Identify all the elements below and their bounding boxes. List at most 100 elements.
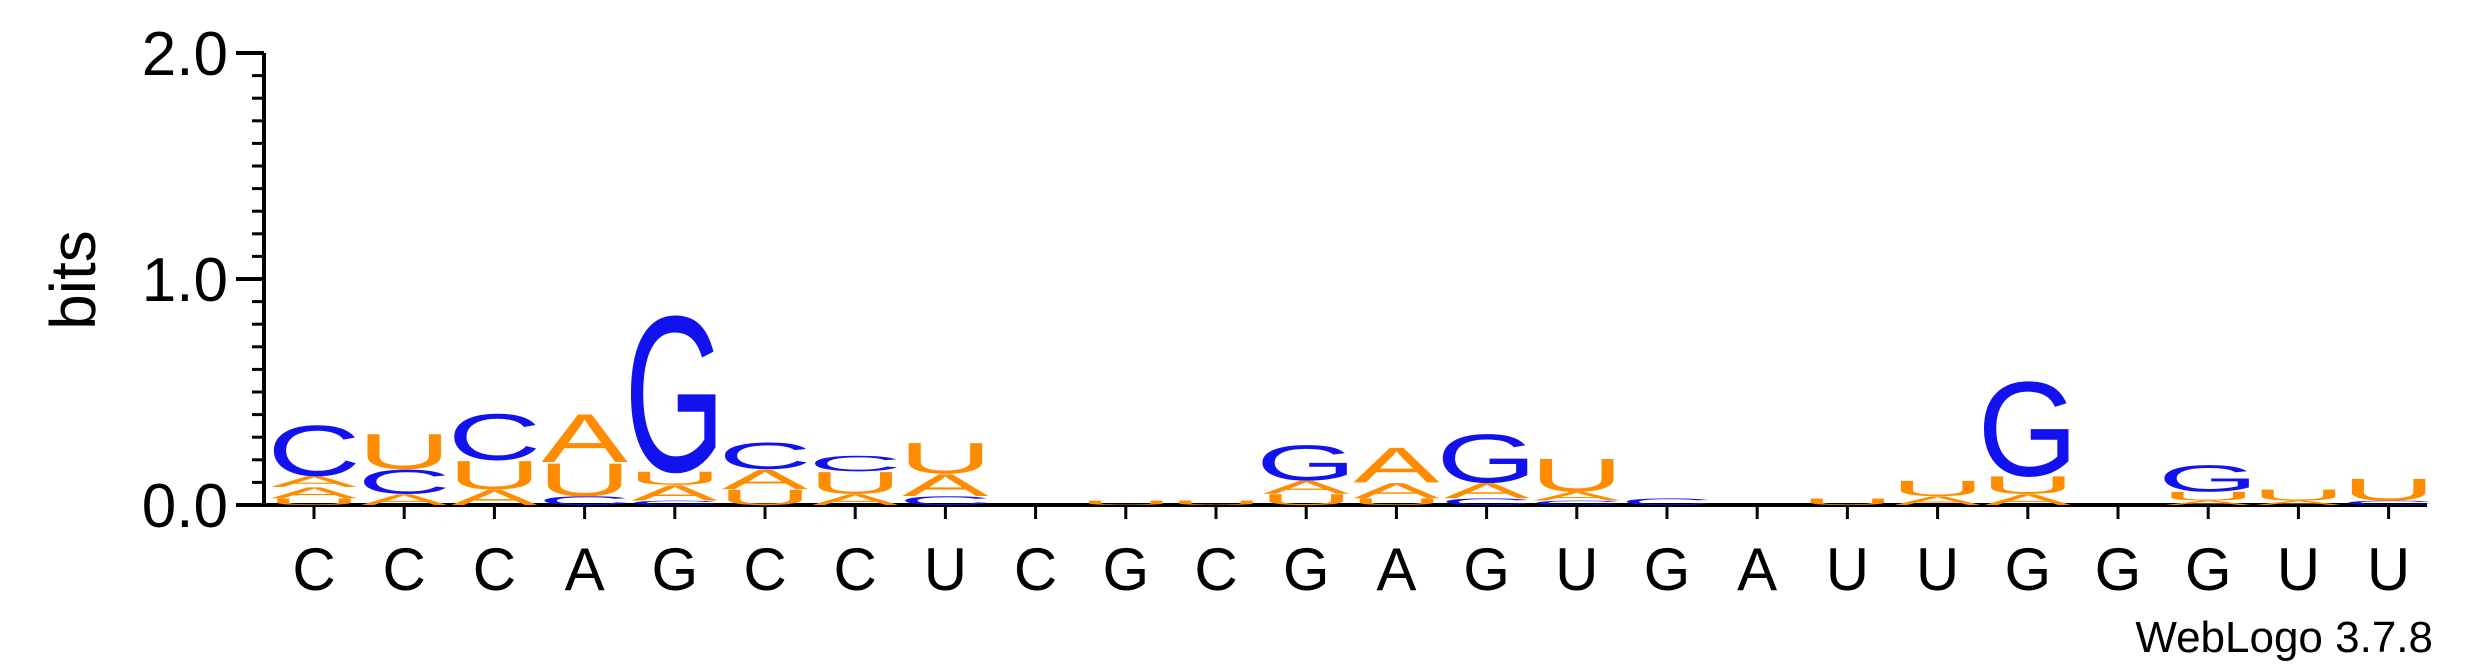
y-axis-label: bits — [37, 230, 109, 330]
logo-letter: A — [1443, 478, 1529, 503]
logo-letter: C — [538, 494, 631, 508]
logo-column: CAU — [899, 434, 992, 507]
logo-letter: A — [1263, 477, 1350, 498]
logo-letter: U — [1169, 499, 1262, 506]
logo-column: ACU — [357, 423, 450, 508]
logo-letter: A — [902, 468, 989, 503]
logo-column: C — [1620, 497, 1713, 507]
logo-letter: G — [1977, 354, 2078, 505]
logo-letter: A — [722, 464, 809, 496]
logo-letter: U — [1259, 491, 1352, 509]
x-tick-label: G — [1463, 536, 1510, 603]
logo-letter: U — [628, 468, 721, 489]
logo-letter: C — [357, 463, 450, 502]
x-tick-label: U — [2277, 536, 2320, 603]
logo-column: U — [1801, 497, 1894, 507]
x-tick-label: U — [924, 536, 967, 603]
x-tick-label: C — [383, 536, 426, 603]
logo-column: AUG — [1977, 354, 2078, 508]
logo-column: AUC — [448, 400, 541, 510]
x-tick-label: G — [2004, 536, 2051, 603]
x-tick-label: A — [1737, 536, 1777, 603]
logo-stacks: UAACACUAUCCUACAUGUACAUCCAUUUUAGUAACAGCAU… — [267, 269, 2435, 518]
logo-letter: A — [1353, 437, 1440, 493]
x-tick-label: A — [1376, 536, 1416, 603]
logo-letter: C — [267, 411, 360, 492]
logo-letter: A — [632, 481, 718, 506]
x-tick-label: G — [1283, 536, 1330, 603]
logo-column: U — [1169, 499, 1262, 506]
logo-letter: A — [361, 491, 448, 509]
logo-column: CAU — [1530, 449, 1623, 506]
x-tick-label: G — [1102, 536, 1149, 603]
logo-letter: A — [271, 484, 358, 502]
logo-column: UAA — [1350, 437, 1443, 507]
logo-letter: U — [1079, 499, 1172, 506]
logo-letter: A — [2165, 499, 2251, 506]
x-tick-label: C — [292, 536, 335, 603]
logo-letter: A — [1894, 494, 1981, 508]
logo-letter: U — [899, 434, 992, 483]
logo-letter: C — [448, 400, 541, 474]
logo-letter: C — [1440, 497, 1533, 507]
x-tick-label: U — [1826, 536, 1869, 603]
x-tick-label: G — [651, 536, 698, 603]
logo-letter: C — [899, 494, 992, 508]
logo-letter: A — [812, 491, 899, 509]
x-tick-label: U — [2367, 536, 2410, 603]
y-ticks: 0.0 1.0 2.0 — [142, 20, 264, 541]
x-tick-label: U — [1916, 536, 1959, 603]
logo-letter: U — [2252, 486, 2345, 504]
logo-column: U — [1079, 499, 1172, 506]
logo-column: CUA — [538, 399, 631, 507]
x-tick-label: C — [743, 536, 786, 603]
x-ticks — [312, 505, 2391, 519]
y-tick-label: 2.0 — [142, 20, 228, 89]
logo-letter: C — [628, 499, 721, 506]
logo-letter: U — [448, 453, 541, 499]
logo-letter: U — [1891, 476, 1984, 501]
logo-letter: A — [451, 485, 537, 510]
x-tick-label: C — [473, 536, 516, 603]
logo-letter: C — [1620, 497, 1713, 507]
logo-letter: C — [1530, 499, 1623, 506]
y-tick-label: 1.0 — [142, 246, 228, 315]
logo-letter: C — [2342, 499, 2435, 506]
logo-letter: U — [1801, 497, 1894, 507]
logo-column: CU — [2342, 472, 2435, 507]
logo-column: AU — [1891, 476, 1984, 508]
logo-column: AU — [2252, 486, 2345, 506]
logo-letter: A — [541, 399, 627, 476]
logo-letter: U — [1530, 449, 1623, 502]
logo-column: CAG — [1436, 420, 1537, 507]
logo-letter: C — [718, 435, 811, 477]
logo-column: AUG — [2158, 458, 2259, 507]
logo-letter: U — [267, 497, 360, 507]
logo-column: AUC — [808, 451, 901, 508]
logo-column: UAC — [718, 435, 811, 509]
x-tick-label: C — [1194, 536, 1237, 603]
logo-letter: U — [357, 423, 450, 479]
logo-letter: U — [718, 485, 811, 510]
weblogo-version-label: WebLogo 3.7.8 — [2135, 613, 2433, 662]
x-tick-label: C — [1014, 536, 1057, 603]
logo-letter: U — [2161, 489, 2254, 503]
logo-letter: U — [1981, 471, 2074, 499]
logo-letter: G — [624, 269, 725, 518]
logo-letter: C — [808, 451, 901, 476]
logo-letter: G — [1256, 435, 1357, 491]
x-tick-label: U — [1555, 536, 1598, 603]
x-tick-label: G — [1644, 536, 1691, 603]
logo-letter: A — [271, 473, 358, 491]
logo-letter: U — [1350, 497, 1443, 507]
logo-letter: U — [2342, 472, 2435, 507]
logo-letter: A — [1353, 478, 1439, 503]
logo-letter: A — [1985, 491, 2072, 509]
x-tick-label: A — [565, 536, 605, 603]
x-tick-label: G — [2185, 536, 2232, 603]
x-tick-label: G — [2095, 536, 2142, 603]
